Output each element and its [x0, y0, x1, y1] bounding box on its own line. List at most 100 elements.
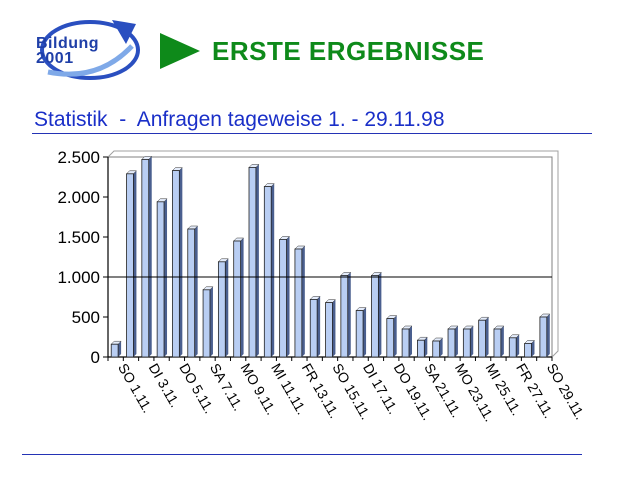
bar-side [363, 307, 367, 357]
bar-front [432, 340, 441, 358]
bar-front [217, 261, 226, 358]
plot-back-wall [107, 150, 559, 358]
bar-front [447, 328, 456, 358]
bar-front [126, 173, 134, 358]
bar [508, 334, 520, 358]
bar-front [233, 240, 241, 358]
bar [217, 258, 229, 358]
bar-front [539, 316, 548, 358]
bar-side [209, 286, 213, 357]
bar-side [148, 156, 152, 357]
bar [386, 315, 398, 358]
chart-title: Statistik - Anfragen tageweise 1. - 29.1… [34, 108, 445, 131]
bar [171, 167, 183, 358]
bar [294, 245, 306, 358]
bar-side [500, 326, 504, 357]
y-axis: 0 500 1.000 1.500 2.000 2.500 [57, 148, 108, 367]
bar-side [424, 337, 428, 357]
bar-side [393, 315, 397, 357]
bar [493, 325, 505, 358]
bar-front [355, 310, 364, 358]
bar-front [478, 319, 486, 358]
bars-group [110, 156, 551, 358]
bar-front [309, 298, 318, 358]
x-axis: SO 1.11.DI 3.11.DO 5.11.SA 7.11.MO 9.11.… [107, 357, 589, 424]
bar [187, 225, 199, 358]
bar [523, 340, 536, 358]
bar-side [531, 340, 535, 357]
bar [462, 325, 474, 358]
bar-front [187, 228, 196, 358]
bar [263, 183, 275, 358]
bar [125, 170, 138, 358]
bar [432, 337, 444, 358]
bar-front [156, 201, 165, 358]
bar-side [378, 272, 382, 357]
bar-side [516, 334, 520, 357]
bar [110, 340, 122, 358]
bar [324, 299, 337, 358]
bar-front [172, 170, 180, 358]
bar-side [194, 226, 198, 357]
bar [401, 325, 413, 358]
bar-front [263, 186, 272, 358]
bar-side [485, 317, 489, 357]
page-title: ERSTE ERGEBNISSE [212, 36, 485, 66]
bar [447, 325, 459, 358]
y-tick-label: 1.000 [57, 268, 100, 287]
bar-front [294, 248, 303, 358]
bar-side [286, 236, 290, 357]
bar-front [325, 302, 333, 358]
play-triangle-icon [160, 33, 200, 69]
y-tick-label: 2.000 [57, 188, 100, 207]
bar [539, 313, 551, 358]
bar-side [470, 326, 474, 357]
y-tick-label: 0 [91, 348, 100, 367]
bar-side [255, 164, 259, 357]
bar [156, 198, 168, 358]
bar-front [279, 238, 287, 358]
logo-line-2: 2001 [36, 50, 74, 67]
bar [355, 307, 367, 358]
bar-front [340, 274, 349, 358]
bar-side [439, 338, 443, 357]
bar-side [164, 198, 168, 357]
bar-front [371, 274, 379, 358]
bar-front [524, 342, 532, 358]
bar-side [347, 272, 351, 357]
bar-side [179, 167, 183, 357]
bar-front [141, 158, 150, 358]
bar-side [271, 183, 275, 357]
bar [478, 316, 490, 358]
bar-side [332, 299, 336, 357]
bar-side [546, 314, 550, 357]
logo-text: Bildung 2001 [36, 36, 99, 67]
footer-rule [22, 454, 582, 455]
bar-front [493, 328, 502, 358]
bar-front [202, 289, 211, 358]
title-underline [32, 133, 592, 134]
bar-front [508, 337, 517, 358]
bar-side [301, 246, 305, 357]
bar [370, 272, 382, 358]
bar-front [401, 328, 410, 358]
bar-side [240, 238, 244, 357]
bar [279, 236, 291, 358]
y-tick-label: 1.500 [57, 228, 100, 247]
bar-front [248, 166, 257, 358]
bar [309, 296, 321, 358]
bar-front [386, 318, 395, 358]
bar-side [118, 341, 122, 357]
bar-front [110, 343, 119, 358]
bar-front [462, 328, 471, 358]
bar-front [417, 339, 425, 358]
y-tick-label: 500 [72, 308, 100, 327]
bar [141, 156, 153, 358]
y-tick-label: 2.500 [57, 148, 100, 167]
bar [340, 272, 352, 358]
bar-side [317, 296, 321, 357]
bar [248, 164, 260, 358]
bar [233, 237, 245, 358]
bar-side [454, 326, 458, 357]
